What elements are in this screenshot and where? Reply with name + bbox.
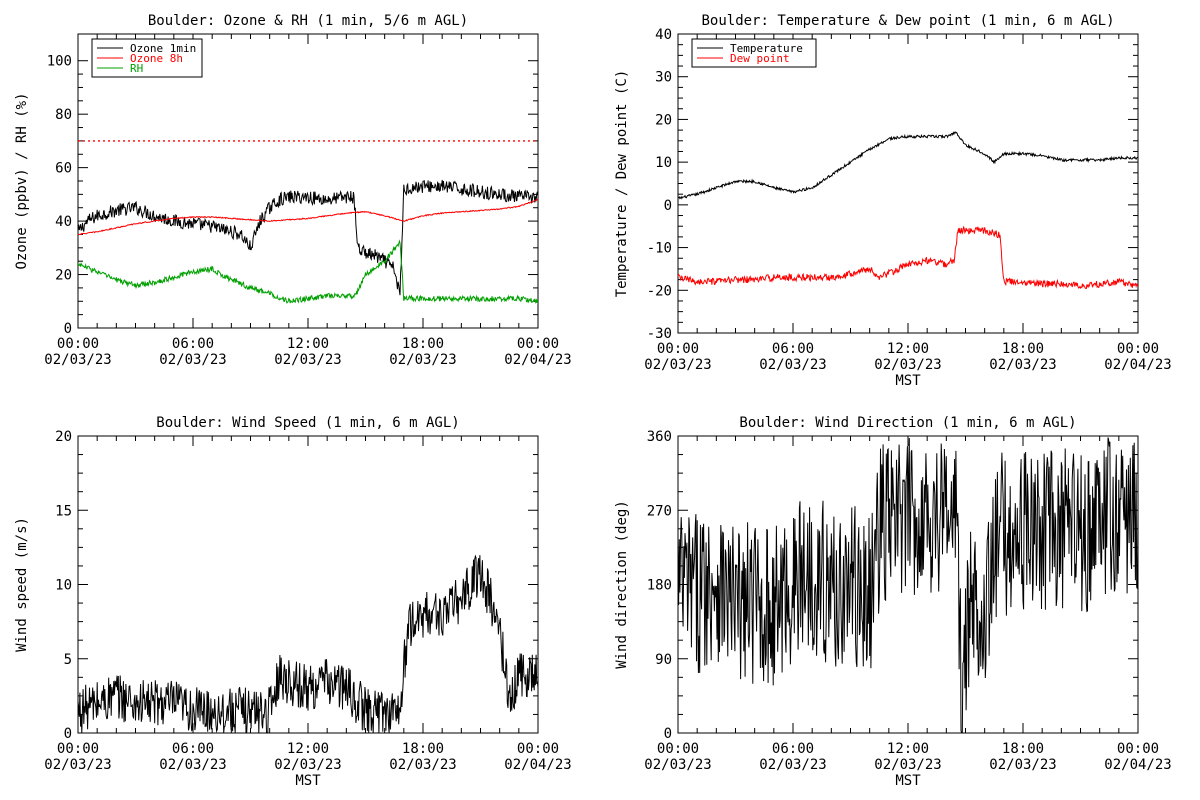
y-tick-label: 5	[64, 652, 72, 668]
x-tick-time-label: 06:00	[172, 741, 214, 757]
y-tick-label: 10	[55, 578, 72, 594]
x-tick-date-label: 02/03/23	[759, 757, 826, 773]
legend-box	[691, 38, 817, 68]
x-tick-date-label: 02/04/23	[1104, 357, 1171, 373]
x-tick-date-label: 02/04/23	[1104, 757, 1171, 773]
y-tick-label: 40	[655, 27, 672, 43]
y-tick-label: 60	[55, 161, 72, 177]
series-line	[78, 239, 538, 305]
x-tick-date-label: 02/03/23	[389, 757, 456, 773]
x-tick-time-label: 12:00	[887, 341, 929, 357]
y-tick-label: 180	[647, 578, 672, 594]
x-tick-date-label: 02/03/23	[44, 352, 111, 368]
x-axis-label: MST	[895, 773, 921, 789]
y-tick-label: -30	[647, 326, 672, 342]
x-tick-date-label: 02/03/23	[274, 352, 341, 368]
y-tick-label: -10	[647, 241, 672, 257]
x-tick-date-label: 02/03/23	[389, 352, 456, 368]
x-tick-date-label: 02/04/23	[504, 757, 571, 773]
x-tick-time-label: 12:00	[287, 741, 329, 757]
x-axis-label: MST	[295, 773, 321, 789]
y-tick-label: -20	[647, 283, 672, 299]
x-tick-time-label: 00:00	[57, 741, 99, 757]
y-tick-label: 80	[55, 107, 72, 123]
x-tick-time-label: 06:00	[772, 741, 814, 757]
x-tick-time-label: 00:00	[1117, 341, 1159, 357]
x-tick-date-label: 02/03/23	[274, 757, 341, 773]
y-tick-label: 20	[55, 429, 72, 445]
y-tick-label: 20	[655, 112, 672, 128]
plot-frame	[77, 435, 539, 734]
chart-panel: Boulder: Temperature & Dew point (1 min,…	[614, 13, 1172, 389]
y-tick-label: 360	[647, 429, 672, 445]
x-tick-time-label: 18:00	[402, 741, 444, 757]
y-tick-label: 270	[647, 503, 672, 519]
y-axis-label: Wind speed (m/s)	[14, 517, 30, 652]
x-tick-date-label: 02/03/23	[874, 357, 941, 373]
y-tick-label: 0	[664, 198, 672, 214]
x-tick-time-label: 00:00	[517, 336, 559, 352]
y-axis-label: Wind direction (deg)	[614, 500, 630, 669]
y-axis-label: Temperature / Dew point (C)	[614, 70, 630, 298]
x-tick-date-label: 02/03/23	[759, 357, 826, 373]
y-tick-label: 15	[55, 503, 72, 519]
series-line	[78, 199, 538, 236]
series-line	[678, 437, 1138, 733]
legend-label: Ozone 1min	[130, 42, 196, 55]
x-axis-label: MST	[895, 373, 921, 389]
y-tick-label: 0	[64, 321, 72, 337]
x-tick-time-label: 00:00	[517, 741, 559, 757]
chart-title: Boulder: Temperature & Dew point (1 min,…	[701, 13, 1114, 29]
x-tick-date-label: 02/03/23	[989, 757, 1056, 773]
chart-panel: Boulder: Wind Direction (1 min, 6 m AGL)…	[614, 415, 1172, 789]
x-tick-date-label: 02/03/23	[44, 757, 111, 773]
x-tick-time-label: 00:00	[57, 336, 99, 352]
x-tick-date-label: 02/03/23	[644, 357, 711, 373]
y-tick-label: 0	[664, 726, 672, 742]
legend-label: RH	[130, 62, 143, 75]
series-line	[678, 225, 1138, 290]
y-tick-label: 20	[55, 268, 72, 284]
legend-label: Temperature	[730, 42, 803, 55]
x-tick-time-label: 12:00	[287, 336, 329, 352]
plot-frame	[677, 33, 1139, 334]
legend-label: Ozone 8h	[130, 52, 183, 65]
chart-title: Boulder: Ozone & RH (1 min, 5/6 m AGL)	[148, 13, 468, 29]
x-tick-time-label: 00:00	[657, 341, 699, 357]
series-line	[78, 554, 538, 733]
x-tick-time-label: 06:00	[172, 336, 214, 352]
x-tick-time-label: 00:00	[1117, 741, 1159, 757]
y-tick-label: 30	[655, 70, 672, 86]
chart-title: Boulder: Wind Speed (1 min, 6 m AGL)	[156, 415, 459, 431]
chart-title: Boulder: Wind Direction (1 min, 6 m AGL)	[739, 415, 1076, 431]
y-tick-label: 40	[55, 214, 72, 230]
x-tick-time-label: 12:00	[887, 741, 929, 757]
x-tick-date-label: 02/03/23	[159, 757, 226, 773]
x-tick-time-label: 18:00	[1002, 341, 1044, 357]
chart-panel: Boulder: Wind Speed (1 min, 6 m AGL) 0 5 10…	[14, 415, 572, 789]
y-axis-label: Ozone (ppbv) / RH (%)	[14, 92, 30, 269]
y-tick-label: 0	[64, 726, 72, 742]
legend-label: Dew point	[730, 52, 790, 65]
x-tick-date-label: 02/03/23	[159, 352, 226, 368]
series-line	[78, 179, 538, 296]
x-tick-time-label: 18:00	[1002, 741, 1044, 757]
x-tick-date-label: 02/03/23	[644, 757, 711, 773]
y-tick-label: 100	[47, 54, 72, 70]
chart-panel: Boulder: Ozone & RH (1 min, 5/6 m AGL)02…	[14, 13, 572, 368]
x-tick-time-label: 06:00	[772, 341, 814, 357]
x-tick-date-label: 02/04/23	[504, 352, 571, 368]
x-tick-time-label: 00:00	[657, 741, 699, 757]
y-tick-label: 90	[655, 652, 672, 668]
x-tick-time-label: 18:00	[402, 336, 444, 352]
series-line	[678, 131, 1138, 200]
y-tick-label: 10	[655, 155, 672, 171]
x-tick-date-label: 02/03/23	[989, 357, 1056, 373]
x-tick-date-label: 02/03/23	[874, 757, 941, 773]
